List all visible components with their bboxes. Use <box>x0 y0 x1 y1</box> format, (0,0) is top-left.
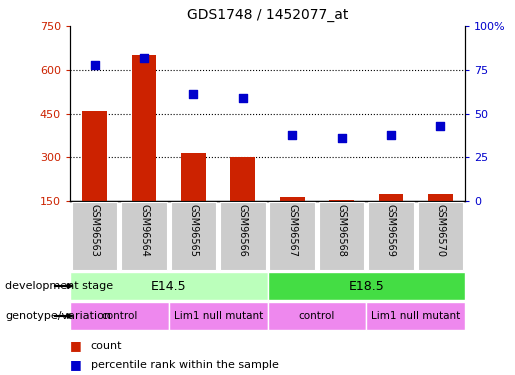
Text: GSM96567: GSM96567 <box>287 204 297 257</box>
Point <box>91 62 99 68</box>
Bar <box>366 302 465 330</box>
Bar <box>269 202 315 270</box>
Text: GSM96564: GSM96564 <box>139 204 149 257</box>
Text: Lim1 null mutant: Lim1 null mutant <box>371 311 460 321</box>
Point <box>387 132 395 138</box>
Bar <box>72 202 117 270</box>
Text: GSM96570: GSM96570 <box>435 204 445 257</box>
Bar <box>368 202 414 270</box>
Bar <box>220 202 266 270</box>
Text: GSM96565: GSM96565 <box>188 204 198 257</box>
Text: Lim1 null mutant: Lim1 null mutant <box>174 311 263 321</box>
Bar <box>181 153 206 201</box>
Bar <box>428 194 453 201</box>
Text: genotype/variation: genotype/variation <box>5 311 111 321</box>
Bar <box>267 302 366 330</box>
Bar <box>280 196 304 201</box>
Point <box>436 123 444 129</box>
Point <box>238 95 247 101</box>
Bar <box>319 202 364 270</box>
Text: ■: ■ <box>70 358 82 371</box>
Point <box>190 91 198 97</box>
Title: GDS1748 / 1452077_at: GDS1748 / 1452077_at <box>187 8 348 22</box>
Bar <box>231 157 255 201</box>
Bar <box>82 111 107 201</box>
Text: development stage: development stage <box>5 281 113 291</box>
Bar <box>267 272 465 300</box>
Text: GSM96568: GSM96568 <box>337 204 347 257</box>
Bar <box>379 194 403 201</box>
Bar <box>70 272 267 300</box>
Text: GSM96566: GSM96566 <box>238 204 248 257</box>
Bar <box>171 202 216 270</box>
Bar <box>132 55 157 201</box>
Text: GSM96563: GSM96563 <box>90 204 100 257</box>
Text: control: control <box>101 311 138 321</box>
Bar <box>418 202 463 270</box>
Text: control: control <box>299 311 335 321</box>
Text: count: count <box>91 341 122 351</box>
Bar <box>70 302 169 330</box>
Text: E14.5: E14.5 <box>151 279 186 292</box>
Point <box>288 132 296 138</box>
Point <box>140 54 148 60</box>
Text: percentile rank within the sample: percentile rank within the sample <box>91 360 279 370</box>
Text: GSM96569: GSM96569 <box>386 204 396 257</box>
Point <box>337 135 346 141</box>
Text: E18.5: E18.5 <box>348 279 384 292</box>
Text: ■: ■ <box>70 339 82 352</box>
Bar <box>122 202 167 270</box>
Bar <box>169 302 267 330</box>
Bar <box>329 200 354 201</box>
